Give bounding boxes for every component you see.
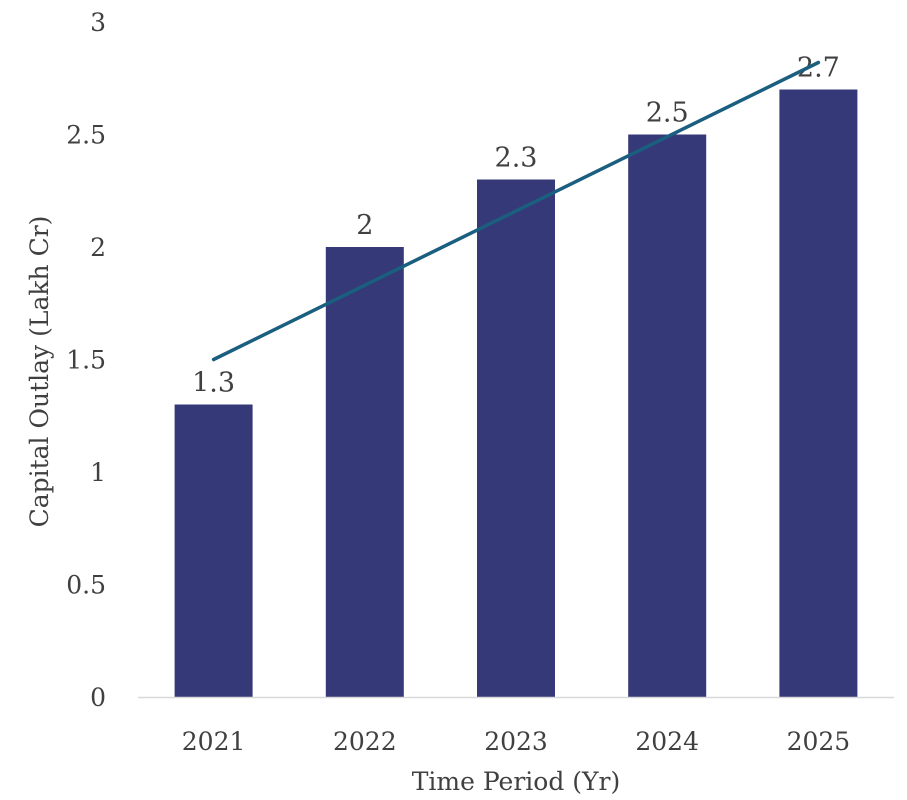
y-tick-label: 2 <box>90 233 106 262</box>
y-tick-label: 2.5 <box>66 121 106 150</box>
y-tick-label: 1 <box>90 458 106 487</box>
bar <box>174 404 253 697</box>
x-tick-label: 2023 <box>484 727 548 756</box>
y-axis-ticks: 0 0.5 1 1.5 2 2.5 3 <box>66 8 106 712</box>
bar <box>477 179 555 697</box>
data-labels: 1.322.32.52.7 <box>192 53 840 399</box>
x-tick-label: 2024 <box>635 727 699 756</box>
trendline <box>211 60 821 362</box>
y-tick-label: 3 <box>90 8 106 37</box>
y-axis-title: Capital Outlay (Lakh Cr) <box>25 216 54 528</box>
x-axis-title: Time Period (Yr) <box>412 767 621 796</box>
bar-series <box>174 89 858 697</box>
data-label: 1.3 <box>192 368 235 399</box>
bar <box>628 134 707 697</box>
data-label: 2.3 <box>495 143 538 174</box>
x-axis-ticks: 2021 2022 2023 2024 2025 <box>182 727 850 756</box>
x-tick-label: 2021 <box>182 727 246 756</box>
x-tick-label: 2025 <box>787 727 851 756</box>
data-label: 2.5 <box>646 98 689 129</box>
bar <box>325 247 404 697</box>
data-label: 2 <box>356 210 373 241</box>
bar <box>779 89 858 697</box>
x-tick-label: 2022 <box>333 727 397 756</box>
y-tick-label: 1.5 <box>66 346 106 375</box>
y-tick-label: 0 <box>90 683 106 712</box>
y-tick-label: 0.5 <box>66 571 106 600</box>
